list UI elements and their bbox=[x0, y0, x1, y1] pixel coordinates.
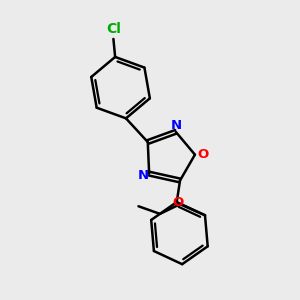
Text: O: O bbox=[172, 196, 184, 208]
Text: Cl: Cl bbox=[106, 22, 121, 36]
Text: N: N bbox=[137, 169, 148, 182]
Text: N: N bbox=[171, 119, 182, 132]
Text: O: O bbox=[197, 148, 208, 161]
